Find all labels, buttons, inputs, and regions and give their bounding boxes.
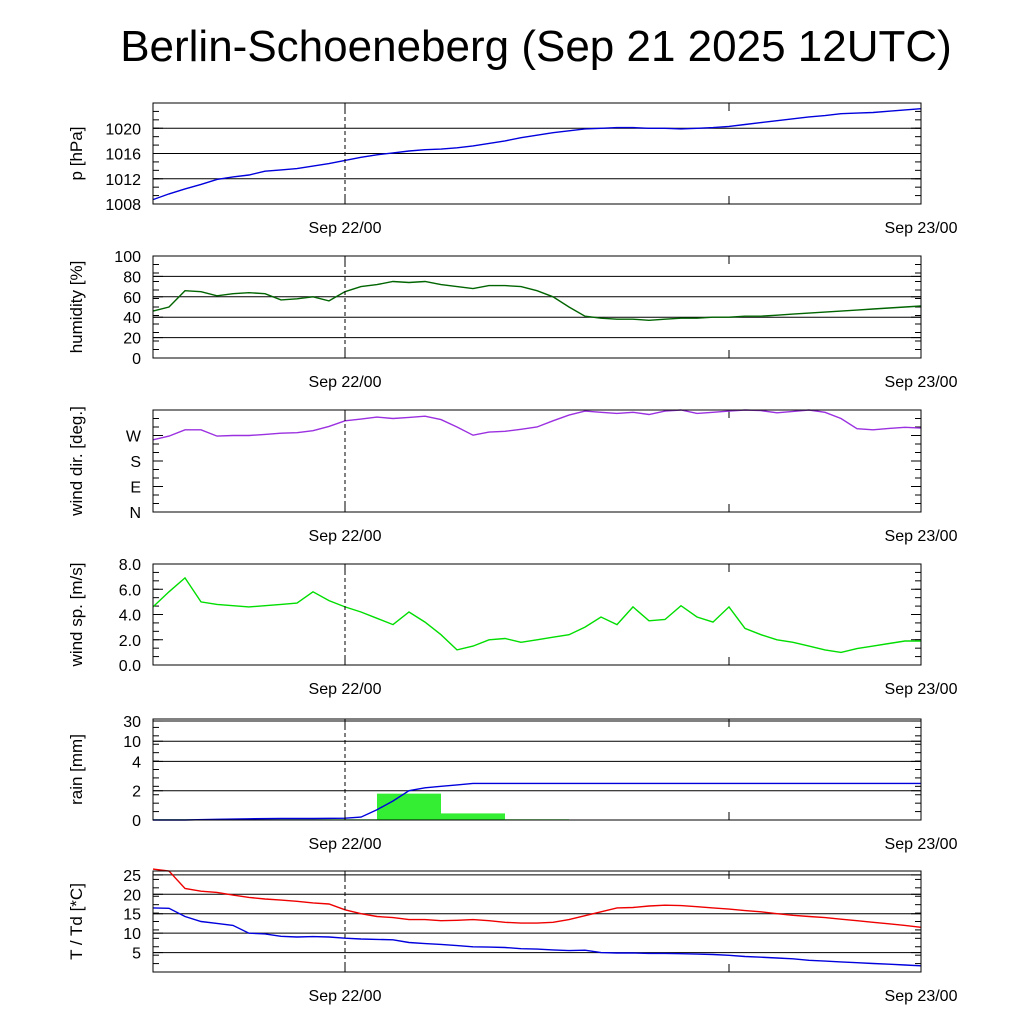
y-axis-label: rain [mm]	[67, 734, 86, 805]
y-tick-label: 25	[123, 868, 141, 885]
x-tick-label: Sep 23/00	[885, 528, 958, 545]
rain-bar	[377, 793, 441, 820]
panel-5: 0 2 4 10 30 rain [mm] Sep 22/00 Sep 23/00	[67, 714, 958, 853]
panel-frame	[152, 563, 922, 666]
y-tick-label: 2.0	[119, 633, 141, 650]
series-line-accumulated	[153, 782, 921, 821]
y-tick-label: 100	[114, 249, 141, 266]
x-tick-label: Sep 22/00	[309, 220, 382, 237]
series-line-Td	[152, 907, 922, 967]
y-tick-label: 60	[123, 290, 141, 307]
y-axis-label: wind sp. [m/s]	[67, 563, 86, 668]
y-tick-label: 1012	[105, 172, 141, 189]
y-tick-label: 10	[123, 926, 141, 943]
y-tick-label: E	[130, 480, 141, 497]
series-line-panel3	[152, 409, 922, 441]
panel-1: 1008 1012 1016 1020 p [hPa] Sep 22/00 Sep 23/0…	[67, 102, 958, 237]
y-tick-label: 1016	[105, 147, 141, 164]
y-tick-label: 15	[123, 907, 141, 924]
y-tick-label: 0.0	[119, 658, 141, 675]
x-tick-label: Sep 23/00	[885, 681, 958, 698]
x-tick-label: Sep 23/00	[885, 988, 958, 1005]
y-tick-label: N	[129, 505, 141, 522]
panel-frame	[152, 255, 922, 359]
y-tick-label: 5	[132, 946, 141, 963]
y-axis-label: T / Td [*C]	[67, 883, 86, 960]
y-tick-label: 0	[132, 351, 141, 368]
series-line-T	[152, 868, 922, 928]
panel-4: 0.0 2.0 4.0 6.0 8.0 wind sp. [m/s] Sep 22/00 Se…	[67, 557, 958, 698]
x-tick-label: Sep 23/00	[885, 836, 958, 853]
y-tick-label: 10	[123, 734, 141, 751]
panel-frame	[152, 870, 922, 973]
y-tick-label: S	[130, 454, 141, 471]
y-axis-label: p [hPa]	[67, 127, 86, 181]
panel-frame	[152, 409, 922, 513]
y-tick-label: 2	[132, 784, 141, 801]
y-tick-label: 4.0	[119, 608, 141, 625]
y-tick-label: 20	[123, 331, 141, 348]
series-line-panel4	[152, 576, 921, 654]
y-tick-label: 8.0	[119, 557, 141, 574]
x-tick-label: Sep 22/00	[309, 988, 382, 1005]
series-line-panel1	[152, 108, 922, 201]
y-tick-label: 1008	[105, 197, 141, 214]
x-tick-label: Sep 22/00	[309, 681, 382, 698]
x-tick-label: Sep 23/00	[885, 374, 958, 391]
y-tick-label: 40	[123, 310, 141, 327]
y-tick-label: 4	[132, 754, 141, 771]
y-axis-label: humidity [%]	[67, 261, 86, 354]
y-tick-label: 30	[123, 714, 141, 731]
panel-frame	[152, 718, 922, 821]
x-tick-label: Sep 22/00	[309, 836, 382, 853]
x-tick-label: Sep 23/00	[885, 220, 958, 237]
rain-bar	[441, 813, 505, 820]
x-tick-label: Sep 22/00	[309, 528, 382, 545]
panel-frame	[152, 102, 922, 205]
y-tick-label: 6.0	[119, 582, 141, 599]
y-axis-label: wind dir. [deg.]	[67, 406, 86, 517]
panel-2: 0 20 40 60 80 100 humidity [%] Sep 22/00 Sep 23/…	[67, 249, 958, 391]
series-line-panel2	[152, 280, 922, 322]
x-tick-label: Sep 22/00	[309, 374, 382, 391]
y-tick-label: W	[126, 429, 142, 446]
y-tick-label: 20	[123, 887, 141, 904]
panel-6: 5 10 15 20 25 T / Td [*C] Sep 22/00 Sep 23/00	[67, 868, 958, 1005]
y-tick-label: 80	[123, 269, 141, 286]
chart-title: Berlin-Schoeneberg (Sep 21 2025 12UTC)	[120, 22, 952, 71]
y-tick-label: 1020	[105, 121, 141, 138]
y-tick-label: 0	[132, 813, 141, 830]
